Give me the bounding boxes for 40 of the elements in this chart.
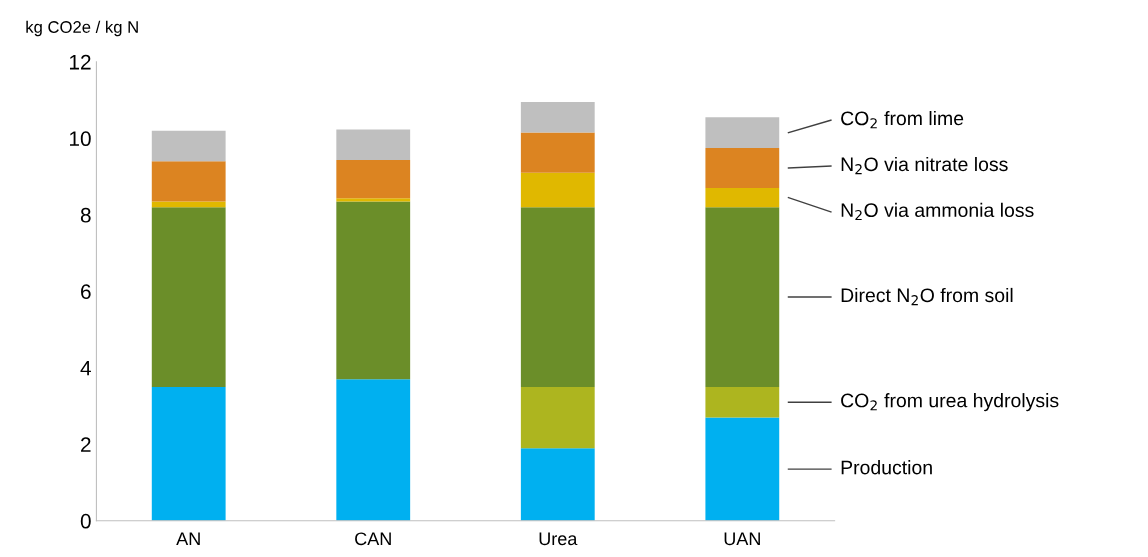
bar xyxy=(151,207,226,387)
bar xyxy=(151,130,226,162)
bar xyxy=(520,101,595,133)
text: Direct N$_{2}$O from soil xyxy=(841,287,1013,306)
x-tick-label: Urea xyxy=(539,532,578,546)
y-tick-label: 2 xyxy=(81,437,91,452)
text: CO$_{2}$ from urea hydrolysis xyxy=(841,393,1059,412)
bar xyxy=(705,417,780,521)
bar xyxy=(336,129,411,161)
x-tick-label: AN xyxy=(176,532,200,545)
bar xyxy=(705,207,780,387)
bar xyxy=(705,117,780,148)
text: Production xyxy=(841,460,932,475)
bar xyxy=(151,201,226,208)
bar xyxy=(520,448,595,521)
y-axis-title: kg CO2e / kg N xyxy=(26,20,138,37)
bar xyxy=(520,386,595,449)
y-tick-label: 12 xyxy=(69,54,91,70)
y-tick-label: 10 xyxy=(69,131,91,147)
bar xyxy=(336,379,411,521)
bar xyxy=(336,201,411,380)
y-tick-label: 0 xyxy=(80,513,91,529)
bar xyxy=(151,386,226,521)
y-tick-label: 4 xyxy=(80,361,91,376)
bar xyxy=(336,160,411,199)
bar xyxy=(520,172,595,208)
x-tick-label: UAN xyxy=(724,532,760,546)
y-tick-label: 8 xyxy=(80,207,91,223)
text: N$_{2}$O via ammonia loss xyxy=(841,202,1034,221)
bar xyxy=(520,207,595,387)
bar xyxy=(151,161,226,202)
bar xyxy=(705,147,780,189)
y-tick-label: 6 xyxy=(81,284,91,300)
bar xyxy=(336,198,411,202)
bar xyxy=(705,386,780,418)
bar xyxy=(705,188,780,208)
bar xyxy=(520,132,595,173)
x-tick-label: CAN xyxy=(355,532,391,546)
text: CO$_{2}$ from lime xyxy=(841,110,964,129)
text: N$_{2}$O via nitrate loss xyxy=(841,156,1008,175)
